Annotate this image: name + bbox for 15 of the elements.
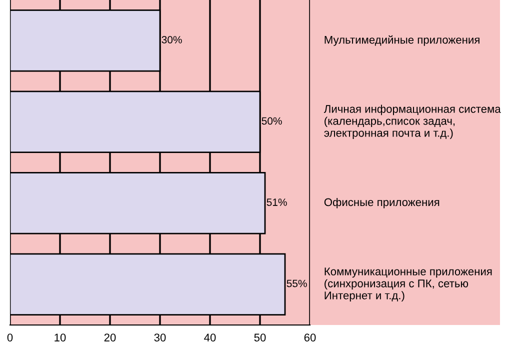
y-tick-label: Офисные приложения (324, 198, 440, 208)
data-label: 55% (286, 280, 307, 288)
data-label: 30% (162, 36, 182, 44)
x-tick-label: 40 (204, 334, 216, 342)
y-tick-label: Мультимедийные приложения (324, 35, 480, 46)
x-tick-label: 30 (154, 334, 166, 342)
data-label: 51% (266, 198, 287, 206)
data-label: 50% (262, 117, 282, 125)
x-tick-label: 60 (304, 334, 316, 342)
x-tick-label: 50 (254, 334, 266, 342)
x-tick-label: 20 (104, 334, 116, 342)
x-tick-label: 0 (7, 334, 13, 342)
y-tick-label: Коммуникационные приложения (синхронизация с ПК, сетью Интернет и т.д.) (324, 268, 492, 302)
x-tick-label: 10 (54, 334, 66, 342)
y-tick-label: Личная информационная система (календарь,список задач, электронная почта и т.д.) (324, 104, 501, 140)
